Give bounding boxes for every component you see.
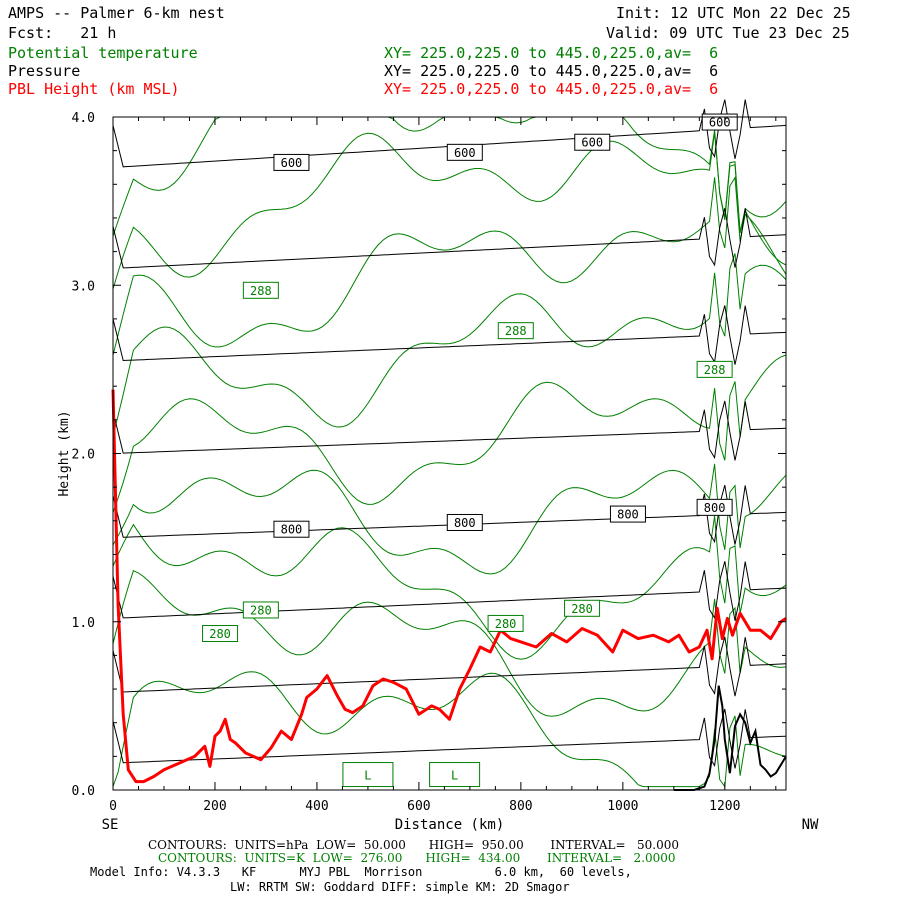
pressure-contour-label: 800 [704,501,726,515]
low-label: L [451,769,458,783]
theta-contour-line [112,515,787,660]
chart-title: AMPS -- Palmer 6-km nest [8,4,225,22]
field-xy-theta: XY= 225.0,225.0 to 445.0,225.0,av= 6 [384,44,719,62]
theta-contour-line [112,116,787,237]
theta-contour-label-box [564,599,601,617]
theta-contour-label: 288 [250,284,272,298]
pressure-contour-line [112,208,787,269]
field-name-theta: Potential temperature [8,44,198,62]
contour-labels: 600 600 600 600 800 800 800 800 288 288 288 280 280 2… [202,113,738,788]
pressure-contour-label: 600 [581,136,603,150]
y-tick-label: 3.0 [72,279,95,294]
theta-contour-label: 280 [495,617,517,631]
pressure-contour-label: 800 [454,516,476,530]
theta-contour-label-box [242,281,279,299]
x-tick-label: 200 [203,799,226,814]
theta-contour-label-box [242,601,279,619]
footer-physics: LW: RRTM SW: Goddard DIFF: simple KM: 2D… [230,880,570,894]
x-tick-label: 1000 [607,799,638,814]
theta-contour-label-box [497,322,534,340]
pressure-contour-label-box [574,133,611,151]
field-xy-pbl: XY= 225.0,225.0 to 445.0,225.0,av= 6 [384,80,719,98]
x-tick-label: 1200 [709,799,740,814]
theta-contour-lines [112,116,787,788]
x-tick-label: 800 [509,799,532,814]
low-label: L [364,769,371,783]
x-end-label-left: SE [102,817,119,833]
theta-contour-label: 280 [250,603,272,617]
y-axis-label: Height (km) [57,410,72,496]
pressure-contour-label: 600 [709,116,731,130]
theta-contour-label-box [202,625,239,643]
pressure-contour-label-box [446,143,483,161]
pressure-contour-label: 600 [281,156,303,170]
terrain-line [673,685,787,791]
y-tick-label: 4.0 [72,111,95,126]
x-axis-label: Distance (km) [395,817,505,833]
pressure-contour-label: 800 [281,523,303,537]
theta-contour-line [112,253,787,436]
pressure-contour-line [112,636,787,697]
low-label-box [429,762,481,788]
pressure-contour-label-box [446,513,483,531]
theta-contour-label-box [696,360,733,378]
theta-contour-label: 280 [571,602,593,616]
axes: 0.0 1.0 2.0 3.0 4.0 0 200 400 600 800 1000 1200 SE NW… [57,111,819,833]
field-xy-pressure: XY= 225.0,225.0 to 445.0,225.0,av= 6 [384,62,719,80]
pressure-contour-line [112,305,787,365]
pressure-contour-label: 600 [454,146,476,160]
pressure-contour-line [112,708,787,769]
init-time: Init: 12 UTC Mon 22 Dec 25 [616,4,851,22]
x-tick-label: 600 [407,799,430,814]
terrain-layer [673,685,787,791]
field-name-pbl: PBL Height (km MSL) [8,80,180,98]
pressure-contour-label-box [273,153,310,171]
pressure-contour-line [112,400,787,461]
pressure-contour-label-box [609,505,646,523]
pressure-contour-label: 800 [617,508,639,522]
field-name-pressure: Pressure [8,62,81,80]
pressure-contour-label-box [696,498,733,516]
y-tick-label: 1.0 [72,616,95,631]
pressure-contour-line [112,561,787,621]
theta-contour-line [112,176,787,356]
theta-contour-label: 280 [209,627,231,641]
forecast-hour: Fcst: 21 h [8,24,117,42]
theta-contour-label-box [487,614,524,632]
theta-contour-line [112,354,787,513]
theta-contour-label: 288 [704,363,726,377]
footer-theta-contours: CONTOURS: UNITS=K LOW= 276.00 HIGH= 434.… [158,851,676,865]
x-end-label-right: NW [802,817,819,833]
pbl-series [111,389,787,784]
x-tick-label: 0 [109,799,117,814]
pressure-contour-lines [112,99,787,769]
theta-contour-line [112,570,787,717]
x-tick-label: 400 [305,799,328,814]
cross-section-chart: 600 600 600 600 800 800 800 800 288 288 288 280 280 2… [57,99,819,833]
y-tick-label: 2.0 [72,448,95,463]
footer-model-info: Model Info: V4.3.3 KF MYJ PBL Morrison 6… [90,865,632,879]
theta-contour-line [112,463,787,575]
pressure-contour-label-box [701,113,738,131]
valid-time: Valid: 09 UTC Tue 23 Dec 25 [606,24,850,42]
low-label-box [342,762,394,788]
pbl-height-line [111,389,787,784]
footer-pressure-contours: CONTOURS: UNITS=hPa LOW= 50.000 HIGH= 95… [148,838,679,852]
y-tick-label: 0.0 [72,784,95,799]
pressure-contour-label-box [273,520,310,538]
theta-contour-line [112,132,787,290]
theta-contour-label: 288 [505,324,527,338]
